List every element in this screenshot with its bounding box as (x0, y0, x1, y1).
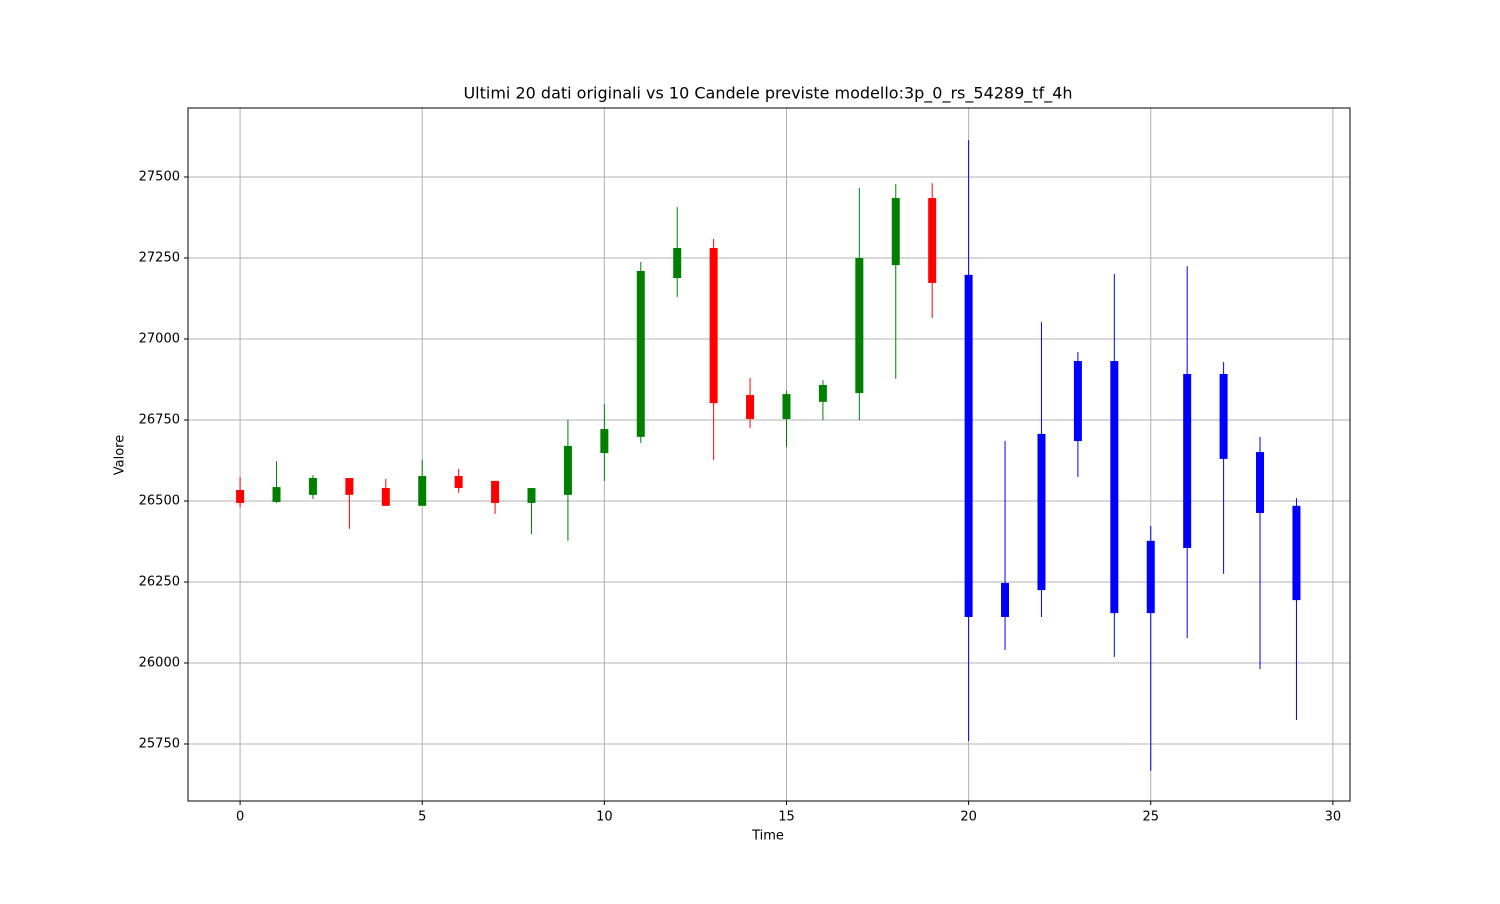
candle-body (855, 258, 864, 394)
y-tick-label: 27000 (139, 332, 180, 347)
candle-body (345, 477, 354, 495)
candle-body (491, 480, 500, 503)
candle-body (782, 394, 791, 420)
candle-body (418, 476, 427, 506)
candle-body (1001, 582, 1010, 617)
candle-body (1219, 373, 1228, 459)
y-tick-label: 26250 (139, 574, 180, 589)
candle-body (673, 247, 682, 279)
y-tick-label: 25750 (139, 736, 180, 751)
candle-body (964, 274, 973, 617)
candle-body (928, 198, 937, 283)
plot-frame (187, 107, 1351, 802)
x-tick-label: 20 (960, 810, 977, 825)
y-tick-label: 27500 (139, 170, 180, 185)
x-tick-label: 0 (236, 810, 244, 825)
candle-body (1037, 433, 1046, 591)
candle-body (527, 488, 536, 503)
x-axis-label: Time (751, 829, 784, 844)
candle-body (1183, 373, 1192, 548)
candle-body (1146, 540, 1155, 614)
candle-body (709, 247, 718, 404)
x-tick-label: 30 (1325, 810, 1342, 825)
candle-body (818, 385, 827, 402)
candle-body (454, 476, 463, 489)
candle-body (636, 270, 645, 437)
candle-body (272, 487, 281, 502)
candle-body (1110, 361, 1119, 614)
x-tick-label: 5 (418, 810, 426, 825)
candle-body (1292, 505, 1301, 601)
x-tick-label: 15 (778, 810, 795, 825)
candle-body (563, 445, 572, 495)
y-tick-label: 26750 (139, 412, 180, 427)
candle-body (1073, 361, 1082, 442)
x-tick-label: 10 (596, 810, 613, 825)
candle-body (746, 395, 755, 420)
candle-body (891, 198, 900, 266)
x-tick-label: 25 (1142, 810, 1159, 825)
y-tick-label: 26500 (139, 493, 180, 508)
candle-body (236, 489, 245, 503)
y-tick-label: 27250 (139, 251, 180, 266)
chart-title: Ultimi 20 dati originali vs 10 Candele p… (463, 84, 1072, 104)
candle-body (381, 488, 390, 506)
candle-body (1256, 452, 1265, 513)
y-tick-label: 26000 (139, 655, 180, 670)
y-axis-label: Valore (113, 435, 128, 475)
candle-body (308, 477, 317, 495)
candle-body (600, 429, 609, 454)
